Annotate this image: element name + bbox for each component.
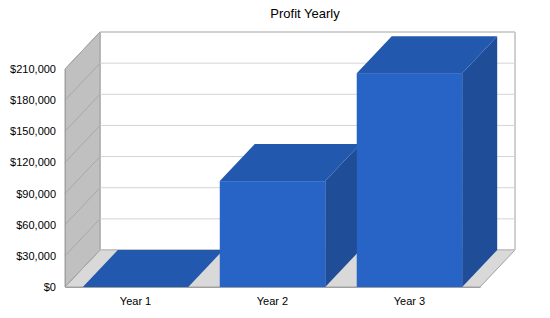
x-axis-line (66, 287, 481, 288)
y-tick-label: $0 (44, 281, 56, 293)
grid-line (65, 157, 100, 194)
y-tick: $0 (44, 281, 65, 293)
y-tick-label: $60,000 (16, 219, 56, 231)
y-tick: $60,000 (16, 219, 65, 231)
bar-top (220, 144, 360, 181)
bar (220, 144, 360, 287)
grid (65, 32, 515, 287)
bars (83, 36, 497, 287)
y-tick-label: $180,000 (10, 94, 56, 106)
x-tick-label: Year 2 (257, 295, 288, 307)
grid-line (100, 32, 515, 33)
y-tick-label: $150,000 (10, 125, 56, 137)
x-tick-label: Year 1 (120, 295, 151, 307)
y-tick-label: $210,000 (10, 63, 56, 75)
y-tick: $180,000 (10, 94, 65, 106)
grid-line (65, 94, 100, 131)
y-axis: $0 $30,000 $60,000 $90,000 $120,000 $150,000 $… (10, 63, 65, 293)
title: Profit Yearly (270, 6, 340, 21)
bar-top (83, 250, 223, 287)
bar-front (220, 181, 325, 287)
grid-line (65, 63, 100, 100)
y-tick: $120,000 (10, 156, 65, 168)
y-tick-label: $120,000 (10, 156, 56, 168)
x-axis: Year 1 Year 2 Year 3 (66, 287, 481, 307)
bar-side (462, 36, 497, 287)
y-tick: $150,000 (10, 125, 65, 137)
y-tick-label: $90,000 (16, 188, 56, 200)
walls (65, 32, 515, 287)
y-tick: $90,000 (16, 188, 65, 200)
side-wall (65, 32, 100, 287)
grid-line (65, 32, 100, 69)
x-tick: Year 2 (257, 287, 288, 307)
bar-front (357, 73, 462, 287)
y-tick: $30,000 (16, 250, 65, 262)
x-tick: Year 3 (394, 287, 425, 307)
bar (357, 36, 497, 287)
x-tick-label: Year 3 (394, 295, 425, 307)
grid-line (65, 188, 100, 225)
grid-line (65, 125, 100, 162)
y-tick-label: $30,000 (16, 250, 56, 262)
chart: $0 $30,000 $60,000 $90,000 $120,000 $150,000 $… (0, 0, 550, 318)
bar-top (357, 36, 497, 73)
bar (83, 250, 223, 287)
grid-line (65, 219, 100, 256)
y-tick: $210,000 (10, 63, 65, 75)
y-axis-line (65, 70, 66, 288)
x-tick: Year 1 (120, 287, 151, 307)
